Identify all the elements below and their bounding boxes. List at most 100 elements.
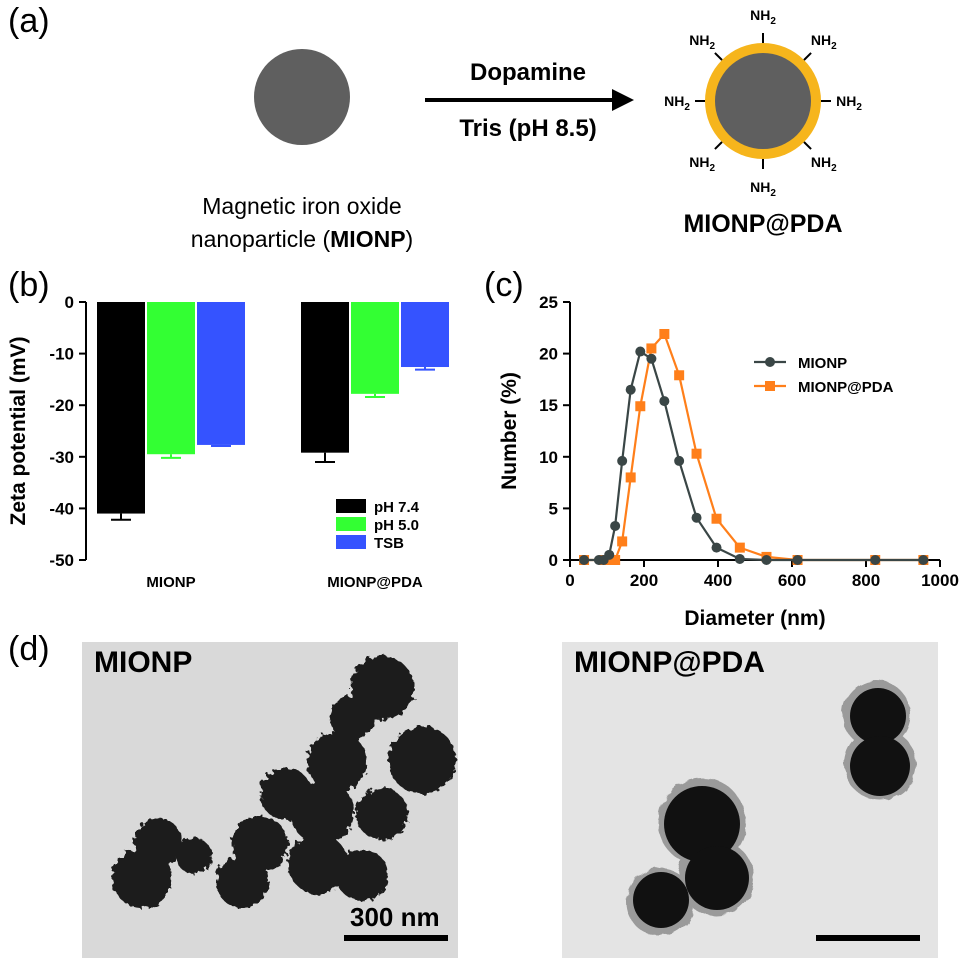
legend-swatch bbox=[336, 517, 366, 531]
data-point bbox=[610, 555, 621, 565]
amine-nh: NH bbox=[811, 32, 831, 48]
start-caption-prefix: nanoparticle ( bbox=[191, 226, 331, 252]
y-axis-label: Zeta potential (mV) bbox=[7, 336, 30, 525]
legend-swatch bbox=[336, 535, 366, 549]
amine-label-7: NH2 bbox=[811, 32, 837, 52]
amine-label-1: NH2 bbox=[811, 154, 837, 174]
data-point bbox=[870, 555, 881, 565]
data-point bbox=[635, 401, 646, 412]
mionp-pda-particle-cluster bbox=[626, 680, 916, 936]
scale-bar-right bbox=[816, 935, 920, 941]
y-tick-label: 0 bbox=[65, 293, 74, 312]
bar-mionppda-2 bbox=[401, 302, 449, 368]
legend-label: MIONP bbox=[798, 355, 847, 372]
x-tick-label: 200 bbox=[630, 571, 658, 590]
amine-label-4: NH2 bbox=[664, 93, 690, 113]
y-tick-label: -20 bbox=[49, 396, 74, 415]
amine-bond bbox=[803, 52, 812, 61]
amine-label-2: NH2 bbox=[750, 179, 776, 199]
amine-subscript: 2 bbox=[710, 163, 716, 174]
size-distribution-chart: 0 5 10 15 20 25 0 200 400 600 800 1000 Diameter (nm)… bbox=[498, 293, 959, 630]
data-point bbox=[617, 536, 628, 547]
legend-label: MIONP@PDA bbox=[798, 379, 894, 396]
zeta-bar-chart: 0 -10 -20 -30 -40 -50 Zeta potential (mV) MIONP… bbox=[7, 293, 449, 591]
y-tick-label: -10 bbox=[49, 345, 74, 364]
x-tick-label: 800 bbox=[852, 571, 880, 590]
panel-a-scheme: Dopamine Tris (pH 8.5) NH2NH2NH2NH2NH2NH… bbox=[191, 7, 863, 252]
legend-marker bbox=[765, 357, 775, 367]
legend-marker bbox=[765, 381, 775, 391]
legend-label: TSB bbox=[374, 535, 404, 552]
category-label: MIONP@PDA bbox=[327, 574, 423, 591]
start-caption-line2: nanoparticle (MIONP) bbox=[191, 226, 413, 252]
amine-subscript: 2 bbox=[684, 102, 690, 113]
data-point bbox=[674, 370, 685, 381]
data-point bbox=[659, 328, 670, 339]
panel-b-label: (b) bbox=[8, 266, 50, 304]
data-point bbox=[674, 455, 685, 466]
amine-nh: NH bbox=[689, 32, 709, 48]
data-point bbox=[604, 549, 615, 560]
data-point bbox=[711, 542, 722, 553]
start-caption-bold: MIONP bbox=[330, 226, 405, 252]
reaction-arrow bbox=[425, 89, 634, 111]
y-tick-label: -30 bbox=[49, 448, 74, 467]
bar-mionppda-0 bbox=[301, 302, 349, 453]
data-point bbox=[604, 555, 615, 565]
data-point bbox=[617, 455, 628, 466]
tem-title-mionp-pda: MIONP@PDA bbox=[574, 646, 765, 679]
y-tick-label: -40 bbox=[49, 499, 74, 518]
panel-d-label: (d) bbox=[8, 630, 50, 668]
series-line-1 bbox=[584, 331, 924, 562]
data-point bbox=[761, 555, 772, 565]
start-caption-line1: Magnetic iron oxide bbox=[202, 193, 401, 219]
amine-bond bbox=[803, 141, 812, 150]
amine-label-0: NH2 bbox=[836, 93, 862, 113]
amine-nh: NH bbox=[811, 154, 831, 170]
bar-mionp-2 bbox=[197, 302, 245, 445]
bar-mionp-0 bbox=[97, 302, 145, 514]
tem-image-mionp: MIONP 300 nm bbox=[82, 642, 458, 958]
x-tick-label: 400 bbox=[704, 571, 732, 590]
product-caption: MIONP@PDA bbox=[683, 210, 842, 238]
scale-bar-left bbox=[344, 935, 448, 941]
mionp-pda-particle bbox=[705, 43, 821, 159]
x-axis-label: Diameter (nm) bbox=[684, 607, 825, 630]
x-tick-label: 0 bbox=[565, 571, 574, 590]
amine-nh: NH bbox=[750, 7, 770, 23]
data-point bbox=[625, 384, 636, 395]
amine-nh: NH bbox=[750, 179, 770, 195]
data-point bbox=[691, 448, 702, 459]
amine-nh: NH bbox=[664, 93, 684, 109]
y-tick-label: 10 bbox=[539, 448, 558, 467]
category-label: MIONP bbox=[146, 574, 195, 591]
mionp-particle-cluster bbox=[112, 656, 456, 908]
amine-label-5: NH2 bbox=[689, 32, 715, 52]
data-point bbox=[711, 513, 722, 524]
scale-bar-label: 300 nm bbox=[350, 902, 440, 932]
data-point bbox=[635, 346, 646, 357]
panel-a-label: (a) bbox=[8, 2, 50, 40]
x-tick-label: 1000 bbox=[921, 571, 959, 590]
x-tick-label: 600 bbox=[778, 571, 806, 590]
bar-mionppda-1 bbox=[351, 302, 399, 394]
y-tick-label: 15 bbox=[539, 396, 558, 415]
amine-subscript: 2 bbox=[856, 102, 862, 113]
data-point bbox=[918, 555, 929, 565]
amine-bond bbox=[714, 52, 723, 61]
amine-label-6: NH2 bbox=[750, 7, 776, 27]
amine-subscript: 2 bbox=[831, 41, 837, 52]
legend-label: pH 5.0 bbox=[374, 517, 419, 534]
data-point bbox=[659, 396, 670, 407]
y-tick-label: 25 bbox=[539, 293, 558, 312]
data-point bbox=[792, 555, 803, 565]
data-point bbox=[579, 555, 590, 565]
reagent-bottom-text: Tris (pH 8.5) bbox=[459, 115, 596, 142]
y-axis-label: Number (%) bbox=[498, 372, 521, 490]
panel-c-label: (c) bbox=[484, 266, 524, 304]
data-point bbox=[734, 542, 745, 553]
y-tick-label: -50 bbox=[49, 551, 74, 570]
legend-swatch bbox=[336, 499, 366, 513]
mionp-particle bbox=[254, 49, 350, 145]
